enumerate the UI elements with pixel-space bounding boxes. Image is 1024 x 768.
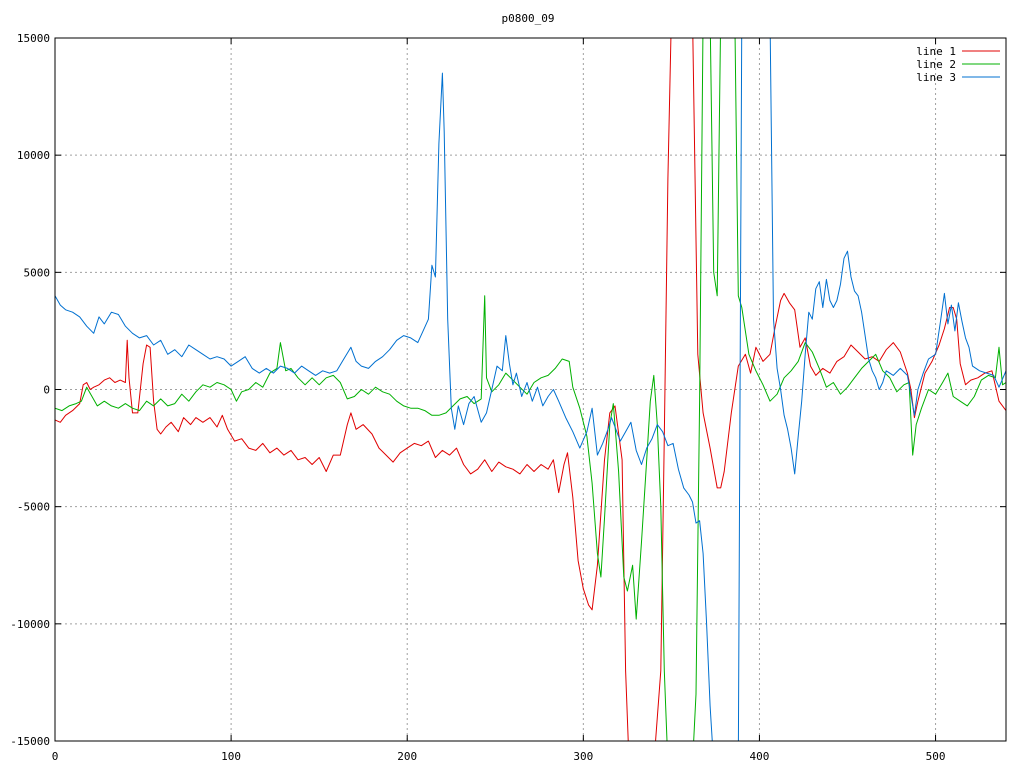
x-tick-label: 300 — [573, 750, 593, 763]
x-tick-label: 0 — [52, 750, 59, 763]
y-tick-label: 0 — [43, 384, 50, 397]
y-tick-label: -5000 — [17, 501, 50, 514]
y-tick-label: 10000 — [17, 149, 50, 162]
chart-title: p0800_09 — [502, 12, 555, 25]
axis-ticks: -15000 -10000 -5000 0 5000 10000 15000 0 100 200 3… — [10, 32, 1006, 763]
x-tick-label: 500 — [926, 750, 946, 763]
y-tick-label: 15000 — [17, 32, 50, 45]
y-tick-label: -10000 — [10, 618, 50, 631]
x-tick-label: 400 — [750, 750, 770, 763]
y-tick-label: -15000 — [10, 735, 50, 748]
x-tick-label: 100 — [221, 750, 241, 763]
legend-label: line 3 — [916, 71, 956, 84]
legend-label: line 2 — [916, 58, 956, 71]
legend-label: line 1 — [916, 45, 956, 58]
series-line-2 — [55, 38, 1006, 741]
y-tick-label: 5000 — [24, 266, 51, 279]
grid-lines — [55, 38, 1006, 741]
x-tick-label: 200 — [397, 750, 417, 763]
series-group — [55, 38, 1006, 741]
series-line-3 — [55, 38, 1006, 741]
series-line-1 — [55, 38, 1006, 741]
